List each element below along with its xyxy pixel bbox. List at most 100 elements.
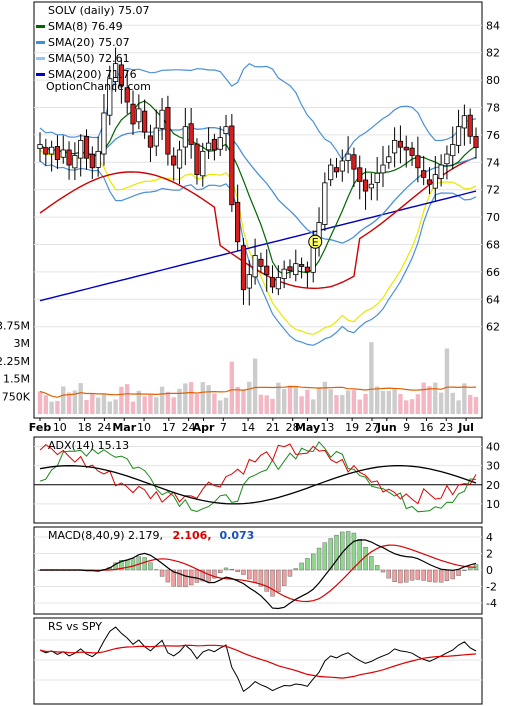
volume-bar (90, 393, 95, 414)
macd-histogram-bar (159, 569, 165, 577)
macd-histogram-bar (212, 569, 217, 579)
volume-tick-label: 3M (14, 337, 31, 350)
candle-body (333, 167, 340, 173)
price-tick-label: 76 (486, 129, 500, 142)
price-tick-label: 70 (486, 211, 500, 224)
macd-hist-value: 0.073 (220, 529, 255, 542)
macd-tick-label: 0 (486, 564, 493, 577)
candle-body (60, 149, 66, 158)
volume-bar (276, 382, 281, 414)
macd-histogram-bar (218, 569, 223, 573)
volume-bar (258, 394, 264, 414)
volume-bar (462, 383, 467, 414)
volume-bar (415, 394, 421, 414)
macd-histogram-bar (148, 562, 153, 571)
volume-bar (340, 395, 345, 414)
volume-bar (264, 395, 269, 414)
macd-histogram-bar (229, 569, 235, 571)
candle-body (455, 126, 462, 146)
macd-histogram-bar (183, 569, 188, 588)
volume-bar (374, 386, 380, 414)
volume-bar (218, 400, 223, 414)
macd-histogram-bar (258, 569, 264, 587)
macd-histogram-bar (462, 569, 467, 571)
volume-bar (154, 397, 159, 414)
candle-body (89, 154, 95, 169)
candle-body (432, 174, 438, 189)
candle-body (200, 150, 206, 177)
macd-histogram-bar (450, 569, 455, 580)
candle-body (205, 142, 212, 151)
candle-body (235, 201, 241, 243)
volume-bar (322, 381, 328, 414)
volume-bar (392, 389, 397, 414)
date-label: 24 (97, 421, 111, 434)
price-panel: 62 64 66 68 70 72 74 76 78 80 82 84 E SOLV (daily) 75… (33, 1, 500, 419)
volume-bar (316, 387, 322, 414)
candle-body (107, 78, 113, 116)
candle-body (328, 164, 334, 181)
sma50-line (39, 156, 477, 290)
macd-value: 2.179, (128, 529, 166, 542)
volume-bar (194, 394, 200, 414)
date-label: 19 (345, 421, 359, 434)
macd-signal-line (40, 544, 477, 603)
volume-bar (270, 398, 275, 414)
candle-body (159, 109, 165, 129)
date-label: 27 (365, 421, 379, 434)
legend-label: SMA(200) 71.76 (48, 68, 137, 81)
price-tick-label: 80 (486, 74, 500, 87)
macd-histogram-bar (456, 569, 461, 576)
candle-body (444, 153, 450, 165)
macd-histogram-bar (293, 568, 298, 571)
date-label: 18 (78, 421, 92, 434)
macd-histogram-bar (223, 567, 229, 571)
volume-bar (171, 397, 176, 414)
date-label: Jul (457, 421, 474, 434)
volume-bar (49, 401, 54, 414)
volume-bar (421, 382, 426, 414)
candle-body (37, 144, 43, 149)
volume-bar (247, 381, 252, 414)
macd-histogram-bar (311, 553, 316, 571)
macd-histogram-bar (363, 546, 368, 571)
price-tick-label: 68 (486, 239, 500, 252)
volume-bar (409, 399, 415, 414)
volume-bar (223, 397, 229, 414)
candle-body (188, 123, 194, 145)
macd-histogram-bar (369, 556, 374, 571)
macd-tick-label: -2 (486, 581, 497, 594)
price-tick-label: 82 (486, 47, 500, 60)
volume-bar (107, 401, 112, 414)
volume-bar (43, 395, 49, 414)
candle-body (351, 154, 357, 170)
sma200-line (39, 190, 477, 302)
macd-histogram-bar (264, 569, 269, 592)
macd-histogram-bar (328, 538, 333, 571)
legend-swatch (36, 73, 45, 76)
volume-bar (84, 399, 89, 414)
candle-body (264, 265, 270, 276)
price-tick-label: 74 (486, 156, 500, 169)
volume-bar (328, 389, 333, 414)
price-tick-label: 66 (486, 266, 500, 279)
candle-body (66, 149, 72, 166)
date-label: 28 (286, 421, 300, 434)
candle-body (368, 183, 374, 189)
date-label: 10 (53, 421, 67, 434)
price-tick-label: 84 (486, 19, 500, 32)
candle-body (339, 160, 345, 172)
macd-histogram-bar (130, 558, 136, 571)
volume-tick-label: 3.75M (0, 320, 30, 333)
volume-tick-label: 750K (2, 390, 31, 403)
volume-bar (229, 361, 235, 414)
macd-histogram-bar (276, 569, 281, 593)
volume-bar (200, 382, 205, 414)
candle-body (118, 64, 124, 86)
volume-bar (404, 400, 409, 414)
macd-tick-label: 2 (486, 548, 493, 561)
macd-histogram-bar (171, 569, 176, 587)
macd-histogram-bar (165, 569, 171, 583)
macd-histogram-bar (444, 569, 450, 581)
